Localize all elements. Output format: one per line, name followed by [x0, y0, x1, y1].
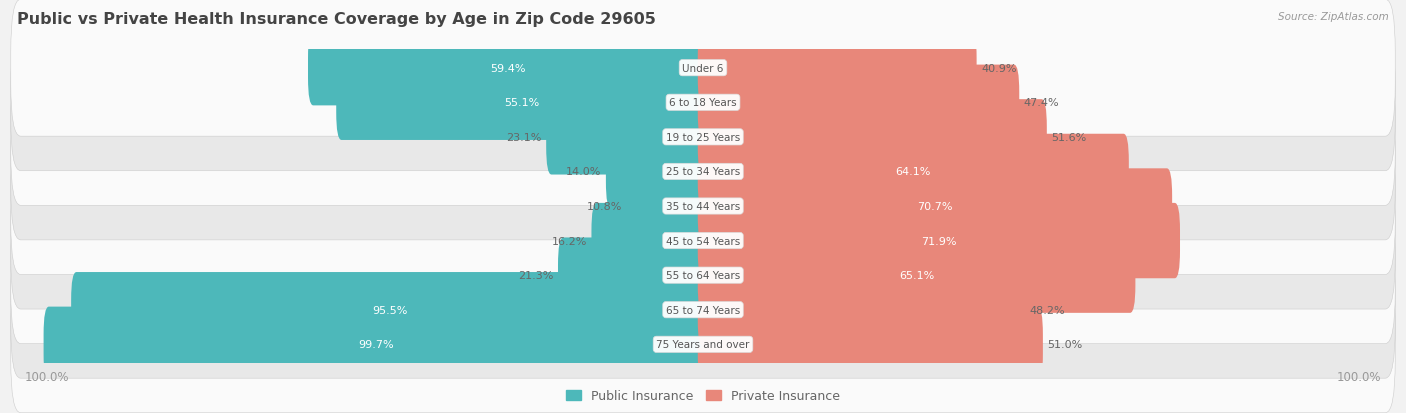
FancyBboxPatch shape [546, 100, 709, 175]
Text: 21.3%: 21.3% [517, 271, 554, 280]
FancyBboxPatch shape [697, 31, 977, 106]
Text: 55 to 64 Years: 55 to 64 Years [666, 271, 740, 280]
Text: 6 to 18 Years: 6 to 18 Years [669, 98, 737, 108]
Text: 70.7%: 70.7% [917, 202, 953, 211]
FancyBboxPatch shape [44, 307, 709, 382]
FancyBboxPatch shape [697, 169, 1173, 244]
Text: 16.2%: 16.2% [551, 236, 586, 246]
FancyBboxPatch shape [606, 134, 709, 210]
Text: Source: ZipAtlas.com: Source: ZipAtlas.com [1278, 12, 1389, 22]
Text: 51.0%: 51.0% [1047, 339, 1083, 349]
FancyBboxPatch shape [697, 238, 1136, 313]
FancyBboxPatch shape [11, 35, 1395, 171]
FancyBboxPatch shape [72, 273, 709, 348]
Text: 55.1%: 55.1% [505, 98, 540, 108]
Text: 35 to 44 Years: 35 to 44 Years [666, 202, 740, 211]
FancyBboxPatch shape [697, 134, 1129, 210]
FancyBboxPatch shape [11, 0, 1395, 137]
Text: 47.4%: 47.4% [1024, 98, 1060, 108]
Text: Under 6: Under 6 [682, 64, 724, 74]
Text: 14.0%: 14.0% [567, 167, 602, 177]
Text: 59.4%: 59.4% [491, 64, 526, 74]
Text: 65.1%: 65.1% [898, 271, 934, 280]
FancyBboxPatch shape [336, 65, 709, 140]
FancyBboxPatch shape [11, 104, 1395, 240]
FancyBboxPatch shape [697, 100, 1047, 175]
Text: 19 to 25 Years: 19 to 25 Years [666, 133, 740, 142]
FancyBboxPatch shape [558, 238, 709, 313]
FancyBboxPatch shape [11, 242, 1395, 378]
FancyBboxPatch shape [627, 169, 709, 244]
FancyBboxPatch shape [11, 138, 1395, 275]
Text: 75 Years and over: 75 Years and over [657, 339, 749, 349]
Text: 51.6%: 51.6% [1052, 133, 1087, 142]
Text: 99.7%: 99.7% [359, 339, 394, 349]
FancyBboxPatch shape [11, 69, 1395, 206]
Text: 10.8%: 10.8% [586, 202, 623, 211]
FancyBboxPatch shape [697, 65, 1019, 140]
Text: 23.1%: 23.1% [506, 133, 541, 142]
Text: 95.5%: 95.5% [373, 305, 408, 315]
FancyBboxPatch shape [697, 273, 1025, 348]
Text: 65 to 74 Years: 65 to 74 Years [666, 305, 740, 315]
FancyBboxPatch shape [11, 276, 1395, 413]
Text: 64.1%: 64.1% [896, 167, 931, 177]
Text: 25 to 34 Years: 25 to 34 Years [666, 167, 740, 177]
Text: 48.2%: 48.2% [1029, 305, 1064, 315]
Text: Public vs Private Health Insurance Coverage by Age in Zip Code 29605: Public vs Private Health Insurance Cover… [17, 12, 655, 27]
FancyBboxPatch shape [11, 173, 1395, 309]
Legend: Public Insurance, Private Insurance: Public Insurance, Private Insurance [561, 385, 845, 408]
FancyBboxPatch shape [308, 31, 709, 106]
FancyBboxPatch shape [11, 207, 1395, 344]
Text: 71.9%: 71.9% [921, 236, 956, 246]
FancyBboxPatch shape [592, 203, 709, 279]
Text: 40.9%: 40.9% [981, 64, 1017, 74]
Text: 45 to 54 Years: 45 to 54 Years [666, 236, 740, 246]
FancyBboxPatch shape [697, 203, 1180, 279]
FancyBboxPatch shape [697, 307, 1043, 382]
